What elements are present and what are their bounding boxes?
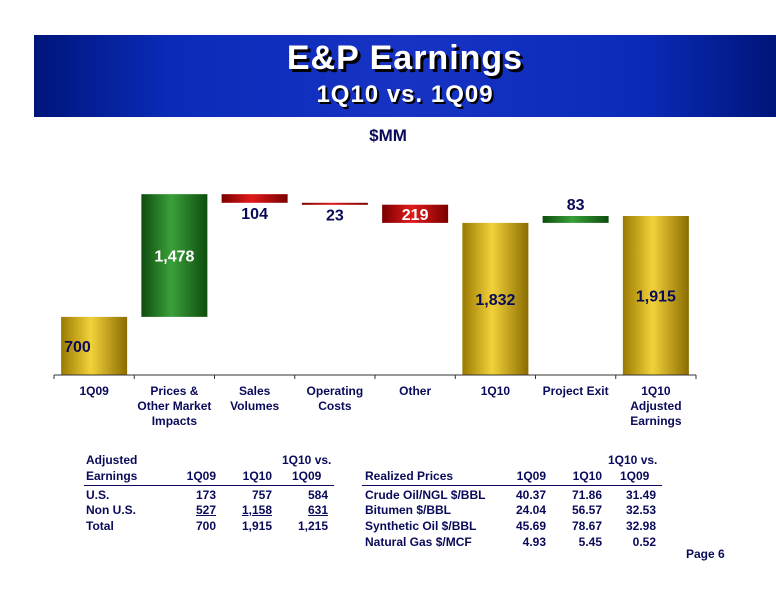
category-label: Project Exit xyxy=(542,384,609,398)
slide-title: E&P Earnings xyxy=(286,39,524,77)
data-label: 104 xyxy=(241,206,268,223)
prices-cell: 4.93 xyxy=(522,535,546,549)
prices-cell: 45.69 xyxy=(515,519,546,533)
units-label: $MM xyxy=(369,126,407,145)
earnings-cell: 757 xyxy=(251,488,272,502)
earnings-header-name-1: Adjusted xyxy=(86,453,138,467)
earnings-cell: 1,215 xyxy=(297,519,328,533)
category-label: 1Q10 Adjusted Earnings xyxy=(630,384,682,428)
bar-decrease xyxy=(382,204,449,223)
earnings-row-label: Total xyxy=(86,519,114,533)
prices-cell: 5.45 xyxy=(578,535,602,549)
prices-row-label: Natural Gas $/MCF xyxy=(365,535,472,549)
prices-cell: 32.53 xyxy=(625,503,656,517)
category-label: Other xyxy=(399,384,432,398)
earnings-cell: 700 xyxy=(195,519,216,533)
earnings-cell: 631 xyxy=(307,503,328,517)
category-label: Operating Costs xyxy=(306,384,364,413)
prices-header-1q09: 1Q09 xyxy=(516,469,546,483)
earnings-cell: 1,158 xyxy=(241,503,272,517)
bar-decrease xyxy=(221,194,288,203)
prices-cell: 40.37 xyxy=(515,488,546,502)
earnings-header-name-2: Earnings xyxy=(86,469,138,483)
earnings-row-label: U.S. xyxy=(86,488,110,502)
earnings-cell: 173 xyxy=(195,488,216,502)
prices-cell: 24.04 xyxy=(515,503,546,517)
prices-cell: 78.67 xyxy=(571,519,602,533)
prices-row-label: Synthetic Oil $/BBL xyxy=(365,519,477,533)
earnings-cell: 584 xyxy=(307,488,328,502)
prices-row-label: Crude Oil/NGL $/BBL xyxy=(365,488,486,502)
data-label: 23 xyxy=(326,208,344,225)
earnings-header-change-1: 1Q10 vs. xyxy=(282,453,332,467)
earnings-cell: 1,915 xyxy=(241,519,272,533)
bar-total xyxy=(61,316,128,375)
earnings-cell: 527 xyxy=(195,503,216,517)
prices-cell: 0.52 xyxy=(632,535,656,549)
bar-increase xyxy=(141,194,208,317)
data-label: 1,478 xyxy=(154,249,194,266)
data-label: 83 xyxy=(567,197,585,214)
bar-decrease xyxy=(301,202,368,205)
category-label: 1Q10 xyxy=(480,384,511,398)
earnings-header-rule xyxy=(84,485,334,486)
prices-header-change-2: 1Q09 xyxy=(620,469,650,483)
prices-header-rule xyxy=(362,485,662,486)
earnings-header-1q09: 1Q09 xyxy=(186,469,216,483)
prices-header-name: Realized Prices xyxy=(365,469,454,483)
earnings-header-1q10: 1Q10 xyxy=(242,469,272,483)
data-label: 1,915 xyxy=(636,289,676,306)
prices-cell: 32.98 xyxy=(625,519,656,533)
prices-header-change-1: 1Q10 vs. xyxy=(608,453,658,467)
bar-total xyxy=(462,222,529,375)
prices-cell: 31.49 xyxy=(625,488,656,502)
prices-cell: 56.57 xyxy=(571,503,602,517)
prices-row-label: Bitumen $/BBL xyxy=(365,503,452,517)
data-label: 1,832 xyxy=(475,292,515,309)
prices-header-1q10: 1Q10 xyxy=(572,469,602,483)
category-label: Sales Volumes xyxy=(230,384,280,413)
earnings-header-change-2: 1Q09 xyxy=(292,469,322,483)
category-label: Prices & Other Market Impacts xyxy=(137,384,212,428)
bar-total xyxy=(622,216,689,375)
data-label: 700 xyxy=(64,339,91,356)
bar-increase xyxy=(542,216,609,223)
earnings-row-label: Non U.S. xyxy=(86,503,136,517)
data-label: 219 xyxy=(402,207,429,224)
category-label: 1Q09 xyxy=(79,384,109,398)
slide-subtitle: 1Q10 vs. 1Q09 xyxy=(316,81,494,108)
page-number: Page 6 xyxy=(686,547,725,561)
prices-cell: 71.86 xyxy=(571,488,602,502)
title-banner: E&P Earnings 1Q10 vs. 1Q09 xyxy=(34,35,776,117)
